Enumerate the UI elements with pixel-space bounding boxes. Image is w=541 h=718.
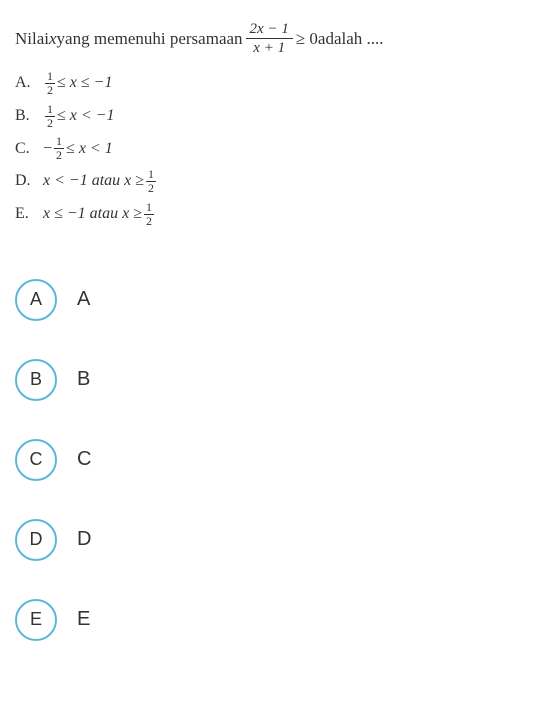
option-letter: C. [15,135,35,164]
neg-sign: − [43,135,52,164]
frac-num: 1 [45,70,55,84]
option-c: C. − 1 2 ≤ x < 1 [15,135,526,164]
question-fraction: 2x − 1 x + 1 [246,20,293,57]
frac-num: 1 [45,103,55,117]
option-tail-fraction: 1 2 [146,168,156,195]
option-fraction: 1 2 [54,135,64,162]
choice-label-c: C [77,448,91,471]
option-rest: ≤ x ≤ −1 [57,69,112,98]
option-rest: ≤ x < 1 [66,135,113,164]
frac-den: 2 [144,215,154,228]
question-prefix: Nilai [15,25,49,52]
fraction-numerator: 2x − 1 [246,20,293,39]
choice-button-c[interactable]: C [15,439,57,481]
frac-den: 2 [54,149,64,162]
option-a: A. 1 2 ≤ x ≤ −1 [15,69,526,98]
option-pre: x ≤ −1 atau x ≥ [43,200,142,229]
option-content: x < −1 atau x ≥ 1 2 [43,167,158,196]
choice-button-d[interactable]: D [15,519,57,561]
option-content: 1 2 ≤ x ≤ −1 [43,69,112,98]
question-variable: x [49,25,57,52]
option-fraction: 1 2 [45,70,55,97]
option-pre: x < −1 atau x ≥ [43,167,144,196]
choice-button-a[interactable]: A [15,279,57,321]
question-text: Nilai x yang memenuhi persamaan 2x − 1 x… [15,20,526,57]
option-letter: B. [15,102,35,131]
option-rest: ≤ x < −1 [57,102,114,131]
option-content: x ≤ −1 atau x ≥ 1 2 [43,200,156,229]
option-letter: D. [15,167,35,196]
option-d: D. x < −1 atau x ≥ 1 2 [15,167,526,196]
option-tail-fraction: 1 2 [144,201,154,228]
choice-label-e: E [77,608,90,631]
choice-label-a: A [77,288,90,311]
answer-choice-d: D D [15,519,526,561]
choice-label-b: B [77,368,90,391]
answer-choice-b: B B [15,359,526,401]
option-b: B. 1 2 ≤ x < −1 [15,102,526,131]
choice-button-b[interactable]: B [15,359,57,401]
option-letter: E. [15,200,35,229]
answer-choice-e: E E [15,599,526,641]
frac-den: 2 [45,117,55,130]
frac-num: 1 [54,135,64,149]
option-fraction: 1 2 [45,103,55,130]
frac-den: 2 [146,182,156,195]
option-e: E. x ≤ −1 atau x ≥ 1 2 [15,200,526,229]
frac-num: 1 [146,168,156,182]
question-middle: yang memenuhi persamaan [57,25,243,52]
options-list: A. 1 2 ≤ x ≤ −1 B. 1 2 ≤ x < −1 C. − 1 2 [15,69,526,229]
option-content: − 1 2 ≤ x < 1 [43,135,113,164]
option-letter: A. [15,69,35,98]
frac-num: 1 [144,201,154,215]
question-suffix: ≥ 0adalah .... [296,25,384,52]
answer-choice-a: A A [15,279,526,321]
frac-den: 2 [45,84,55,97]
choice-button-e[interactable]: E [15,599,57,641]
answer-choice-c: C C [15,439,526,481]
choice-label-d: D [77,528,91,551]
fraction-denominator: x + 1 [249,39,289,57]
answer-choices: A A B B C C D D E E [15,279,526,641]
option-content: 1 2 ≤ x < −1 [43,102,114,131]
